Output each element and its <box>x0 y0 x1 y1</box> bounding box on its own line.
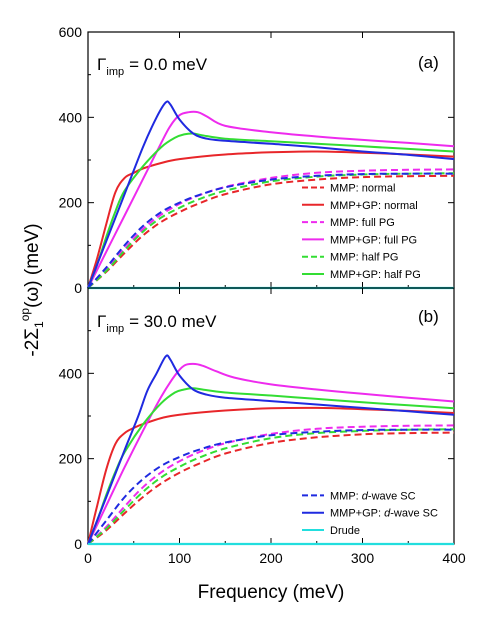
legend-label-part: Drude <box>330 525 360 537</box>
y-label-tail: (ω) (meV) <box>22 223 43 308</box>
legend-label-b-1: MMP+GP: d-wave SC <box>330 508 438 520</box>
x-tick-labels: 0 100 200 300 400 <box>84 550 466 566</box>
series-line-b-0 <box>87 431 455 545</box>
y-axis-label: -2Σ1op(ω) (meV) <box>18 223 46 356</box>
gamma-annotation-a: Γimp = 0.0 meV <box>97 55 208 78</box>
series-line-a-1 <box>87 150 455 289</box>
y-tick-label-b-2: 400 <box>59 365 83 381</box>
x-tick-label-4: 400 <box>442 550 466 566</box>
series-line-a-6 <box>87 172 455 289</box>
series-line-a-5 <box>87 132 455 289</box>
legend-label-b-0: MMP: d-wave SC <box>330 490 416 502</box>
legend-label-part: -wave SC <box>368 490 416 502</box>
x-tick-label-3: 300 <box>351 550 375 566</box>
x-tick-label-2: 200 <box>259 550 283 566</box>
gamma-sub-a: imp <box>106 66 124 78</box>
series-line-b-1 <box>87 406 455 545</box>
gamma-symbol-a: Γ <box>97 55 106 74</box>
panel-label-a: (a) <box>418 53 439 72</box>
legend-label-part: -wave SC <box>390 508 438 520</box>
y-label-sub: 1 <box>32 321 46 328</box>
axis-ticks-b: 0 200 400 <box>59 288 455 552</box>
gamma-annotation-b: Γimp = 30.0 meV <box>97 312 217 335</box>
legend-label-b-2: Drude <box>330 525 360 537</box>
gamma-value-b: = 30.0 meV <box>129 312 217 331</box>
gamma-value-a: = 0.0 meV <box>129 55 208 74</box>
series-group-b <box>87 354 455 546</box>
legend-label-a-5: MMP+GP: half PG <box>330 269 421 281</box>
panel-label-b: (b) <box>418 307 439 326</box>
legend-label-a-2: MMP: full PG <box>330 217 395 229</box>
y-tick-label-b-1: 200 <box>59 451 83 467</box>
y-label-sup: op <box>18 308 32 322</box>
x-axis-label: Frequency (meV) <box>198 582 345 603</box>
series-line-a-7 <box>87 100 455 289</box>
y-tick-label-a-3: 600 <box>59 24 83 40</box>
x-tick-label-1: 100 <box>168 550 192 566</box>
y-tick-label-a-2: 400 <box>59 109 83 125</box>
series-line-b-7 <box>87 354 455 545</box>
x-tick-label-0: 0 <box>84 550 92 566</box>
legend-label-part: MMP+GP: <box>330 508 384 520</box>
legend-label-part: MMP: <box>330 490 362 502</box>
series-line-a-3 <box>87 110 455 289</box>
legend-label-a-1: MMP+GP: normal <box>330 200 418 212</box>
legend-label-italic: d <box>362 490 369 502</box>
axis-ticks-a: 0 200 400 600 <box>59 24 455 296</box>
series-line-b-3 <box>87 362 455 545</box>
series-line-a-0 <box>87 174 455 289</box>
series-group-a <box>87 100 455 290</box>
legend-label-a-4: MMP: half PG <box>330 252 398 264</box>
series-line-b-6 <box>87 428 455 545</box>
legend-a: MMP: normal MMP+GP: normal MMP: full PG MMP… <box>302 183 421 281</box>
y-tick-label-a-0: 0 <box>74 280 82 296</box>
y-tick-label-a-1: 200 <box>59 195 83 211</box>
y-tick-label-b-0: 0 <box>74 536 82 552</box>
legend-label-italic: d <box>384 508 391 520</box>
gamma-symbol-b: Γ <box>97 312 106 331</box>
legend-label-a-3: MMP+GP: full PG <box>330 234 417 246</box>
gamma-sub-b: imp <box>106 323 124 335</box>
y-label-main: -2Σ <box>22 328 43 357</box>
series-line-b-5 <box>87 387 455 545</box>
legend-label-a-0: MMP: normal <box>330 183 395 195</box>
series-line-b-2 <box>87 424 455 545</box>
